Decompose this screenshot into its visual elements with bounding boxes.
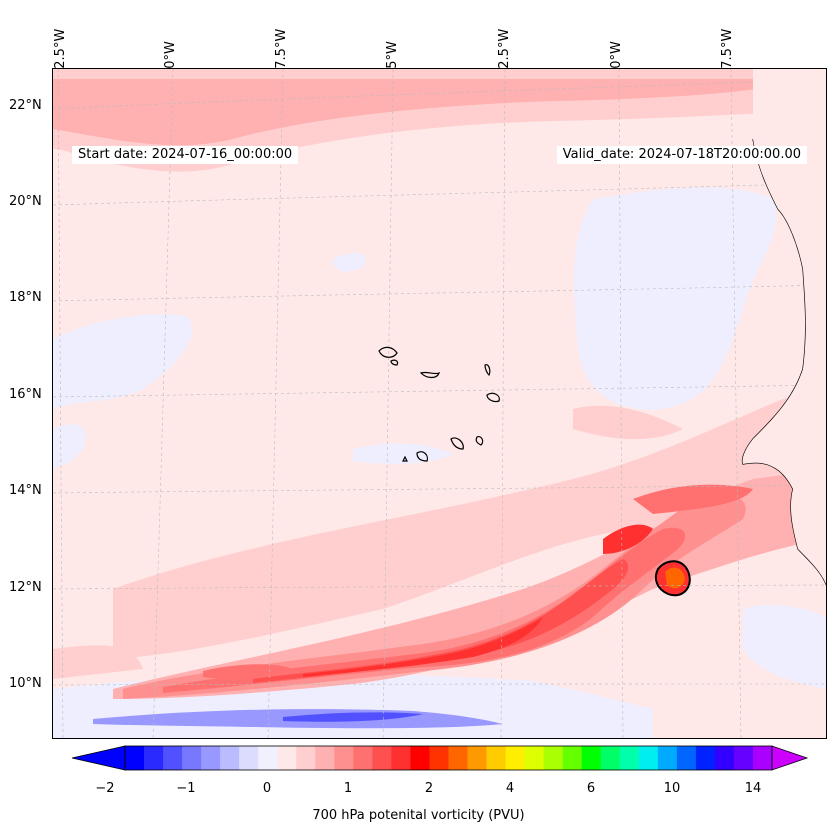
- colorbar-cell: [391, 746, 411, 770]
- africa-land: [742, 69, 826, 584]
- lat-label-12n: 12°N: [9, 580, 42, 595]
- colorbar-cell: [524, 746, 545, 770]
- colorbar-cell: [733, 746, 754, 770]
- colorbar-cell: [334, 746, 354, 770]
- colorbar-cell: [182, 746, 202, 770]
- colorbar-cell: [429, 746, 449, 770]
- colorbar-cell: [258, 746, 278, 770]
- colorbar-cell: [543, 746, 564, 770]
- colorbar-cell: [486, 746, 507, 770]
- colorbar-tick: 14: [744, 781, 762, 796]
- colorbar-cell: [277, 746, 297, 770]
- colorbar-tick: 2: [424, 781, 434, 796]
- colorbar-cell: [676, 746, 697, 770]
- colorbar-tick: −1: [176, 781, 196, 796]
- colorbar-cells: [125, 746, 773, 770]
- lat-label-16n: 16°N: [9, 387, 42, 402]
- colorbar-cell: [638, 746, 659, 770]
- colorbar-cell: [581, 746, 602, 770]
- cape-verde-islands: [378, 346, 500, 462]
- colorbar-tick: 0: [262, 781, 272, 796]
- colorbar-cell: [315, 746, 335, 770]
- colorbar-max-arrow: [771, 745, 809, 771]
- valid-date-label: Valid_date: 2024-07-18T20:00:00.00: [556, 146, 807, 164]
- colorbar-cell: [752, 746, 773, 770]
- lat-label-18n: 18°N: [9, 290, 42, 305]
- colorbar-cell: [296, 746, 316, 770]
- colorbar-cell: [220, 746, 240, 770]
- colorbar-tick: 1: [343, 781, 353, 796]
- colorbar-cell: [695, 746, 716, 770]
- colorbar-label: 700 hPa potenital vorticity (PVU): [312, 808, 525, 823]
- colorbar-cell: [562, 746, 583, 770]
- graticule: [53, 69, 826, 738]
- pv-filament-regions: [123, 492, 746, 699]
- pv-field-map: [53, 69, 826, 738]
- colorbar-cell: [505, 746, 526, 770]
- colorbar-min-arrow: [71, 745, 126, 771]
- colorbar-cell: [353, 746, 373, 770]
- pv-strong-anomaly: [654, 560, 691, 597]
- pv-secondary-lobes: [203, 484, 753, 679]
- colorbar-outline: [124, 745, 773, 771]
- colorbar-cell: [467, 746, 488, 770]
- lat-label-22n: 22°N: [9, 98, 42, 113]
- colorbar-tick: 6: [586, 781, 596, 796]
- colorbar: [71, 745, 809, 771]
- map-panel[interactable]: Start date: 2024-07-16_00:00:00 Valid_da…: [52, 68, 827, 739]
- colorbar-cell: [448, 746, 469, 770]
- colorbar-tick: −2: [95, 781, 115, 796]
- colorbar-cell: [163, 746, 183, 770]
- colorbar-tick: 10: [663, 781, 681, 796]
- colorbar-cell: [239, 746, 259, 770]
- colorbar-cell: [600, 746, 621, 770]
- colorbar-cell: [410, 746, 430, 770]
- colorbar-cell: [657, 746, 678, 770]
- colorbar-cell: [714, 746, 735, 770]
- lat-label-14n: 14°N: [9, 483, 42, 498]
- colorbar-cell: [201, 746, 221, 770]
- colorbar-cell: [144, 746, 164, 770]
- lat-label-10n: 10°N: [9, 676, 42, 691]
- start-date-label: Start date: 2024-07-16_00:00:00: [72, 146, 299, 164]
- lat-label-20n: 20°N: [9, 194, 42, 209]
- colorbar-tick: 4: [505, 781, 515, 796]
- colorbar-cell: [125, 746, 145, 770]
- pv-negative-core: [283, 712, 423, 722]
- colorbar-cell: [372, 746, 392, 770]
- colorbar-cell: [619, 746, 640, 770]
